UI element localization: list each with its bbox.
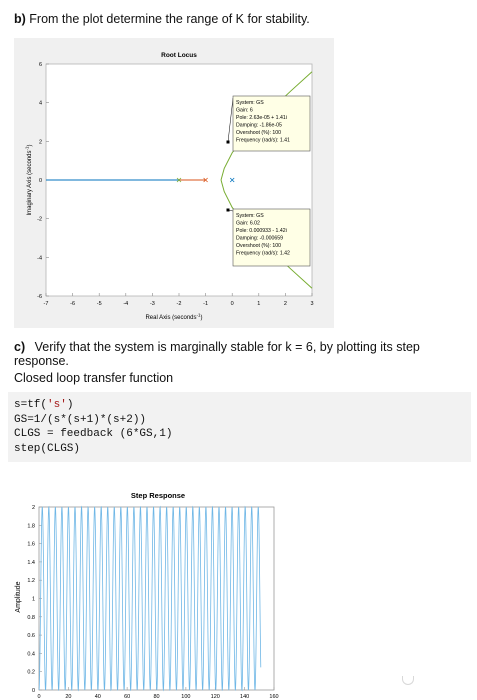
step-response-y-label: Amplitude	[15, 581, 22, 612]
rl-y-tick-label: -6	[37, 294, 42, 300]
sr-x-tick-label: 20	[65, 694, 71, 700]
root-locus-x-label: Real Axis (seconds-1)	[145, 313, 202, 322]
datatip-upper-frequency: Frequency (rad/s): 1.41	[236, 138, 290, 144]
rl-open-loop-pole	[203, 177, 208, 183]
rl-x-tick-label: -1	[203, 301, 208, 307]
rl-open-loop-pole	[229, 177, 235, 183]
rl-open-loop-pole	[176, 177, 182, 183]
closed-loop-label: Closed loop transfer function	[14, 371, 174, 385]
root-locus-figure: Root Locus -7 -6 -5 -4 -3 -2 -1 0 1 2 3 6420-2-4-6…	[14, 38, 334, 328]
datatip-upper-pole: Pole: 2.63e-05 + 1.41i	[236, 115, 287, 121]
question-b-text: From the plot determine the range of K f…	[29, 12, 310, 26]
sr-x-tick-label: 100	[181, 694, 190, 700]
code-line-2: GS=1/(s*(s+1)*(s+2))	[14, 413, 147, 426]
rl-y-tick-label: 6	[39, 62, 42, 68]
datatip-upper-system: System: GS	[236, 100, 264, 106]
code-line-4: step(CLGS)	[14, 442, 81, 455]
sr-x-tick-label: 140	[240, 694, 249, 700]
sr-x-tick-label: 160	[269, 694, 278, 700]
rl-x-tick-label: -5	[97, 301, 102, 307]
code-line-3: CLGS = feedback (6*GS,1)	[14, 428, 173, 440]
rl-y-tick-label: 2	[39, 139, 42, 145]
sr-y-tick-label: 1.6	[27, 542, 35, 548]
datatip-upper-damping: Damping: -1.86e-05	[236, 123, 282, 129]
datatip-lower-damping: Damping: -0.000659	[236, 236, 283, 242]
step-response-y-ticks: 0 0.2 0.4 0.6 0.8 1 1.2 1.4 1.6 1.8 2	[27, 505, 42, 694]
rl-x-tick-label: 1	[257, 301, 260, 307]
root-locus-title: Root Locus	[161, 52, 197, 59]
datatip-lower-system: System: GS	[236, 213, 264, 219]
rl-x-tick-label: 2	[284, 301, 287, 307]
datatip-upper-overshoot: Overshoot (%): 100	[236, 130, 281, 136]
datatip-upper-gain: Gain: 6	[236, 108, 253, 114]
sr-x-tick-label: 40	[95, 694, 101, 700]
sr-y-tick-label: 2	[32, 505, 35, 511]
code-line-1: s=tf('s')	[14, 399, 74, 411]
rl-x-tick-label: -2	[177, 301, 182, 307]
sr-y-tick-label: 0.6	[27, 633, 35, 639]
sr-x-tick-label: 120	[211, 694, 220, 700]
rl-y-tick-label: -4	[37, 255, 42, 261]
root-locus-y-ticks: 6 4 2 0 -2 -4 -6	[37, 62, 49, 300]
step-response-x-ticks: 0 20 40 60 80 100 120 140 160	[37, 687, 279, 700]
datatip-lower-frequency: Frequency (rad/s): 1.42	[236, 251, 290, 257]
datatip-lower[interactable]: System: GS Gain: 6.02 Pole: 0.000933 - 1.4…	[226, 208, 311, 267]
rl-x-tick-label: 0	[231, 301, 234, 307]
rl-x-tick-label: 3	[310, 301, 313, 307]
sr-x-tick-label: 0	[37, 694, 40, 700]
sr-x-tick-label: 60	[124, 694, 130, 700]
sr-y-tick-label: 0.2	[27, 670, 35, 676]
root-locus-x-ticks: -7 -6 -5 -4 -3 -2 -1 0 1 2 3	[44, 293, 314, 307]
datatip-lower-overshoot: Overshoot (%): 100	[236, 243, 281, 249]
rl-x-tick-label: -7	[44, 301, 49, 307]
matlab-code-block: s=tf('s') GS=1/(s*(s+1)*(s+2)) CLGS = feed…	[8, 392, 471, 462]
root-locus-y-label: Imaginary Axis (seconds-1)	[25, 144, 34, 215]
datatip-lower-gain: Gain: 6.02	[236, 221, 260, 227]
rl-x-tick-label: -3	[150, 301, 155, 307]
question-c: c) Verify that the system is marginally …	[14, 340, 477, 368]
question-c-text: Verify that the system is marginally sta…	[14, 340, 420, 368]
step-response-figure: Step Response Amplitude 0 0.2 0.4 0.6 0.8 1 1.…	[8, 487, 308, 700]
sr-x-tick-label: 80	[153, 694, 159, 700]
step-response-title: Step Response	[131, 491, 185, 500]
sr-series-line	[38, 505, 262, 692]
rl-x-tick-label: -6	[70, 301, 75, 307]
sr-y-tick-label: 1.4	[27, 560, 35, 566]
sr-y-tick-label: 0	[32, 688, 35, 694]
question-c-label: c)	[14, 340, 26, 354]
datatip-upper[interactable]: System: GS Gain: 6 Pole: 2.63e-05 + 1.41i D…	[226, 95, 311, 152]
question-b-label: b)	[14, 12, 26, 26]
sr-y-tick-label: 1	[32, 597, 35, 603]
question-b: b) From the plot determine the range of …	[14, 12, 310, 26]
sr-y-tick-label: 1.2	[27, 578, 35, 584]
sr-y-tick-label: 1.8	[27, 523, 35, 529]
sr-y-tick-label: 0.8	[27, 615, 35, 621]
rl-y-tick-label: -2	[37, 217, 42, 223]
rl-x-tick-label: -4	[123, 301, 128, 307]
sr-y-tick-label: 0.4	[27, 651, 35, 657]
rl-y-tick-label: 0	[39, 178, 42, 184]
step-response-curve	[38, 505, 262, 692]
page-corner-mark	[402, 676, 414, 685]
rl-y-tick-label: 4	[39, 101, 42, 107]
datatip-lower-pole: Pole: 0.000933 - 1.42i	[236, 228, 287, 234]
